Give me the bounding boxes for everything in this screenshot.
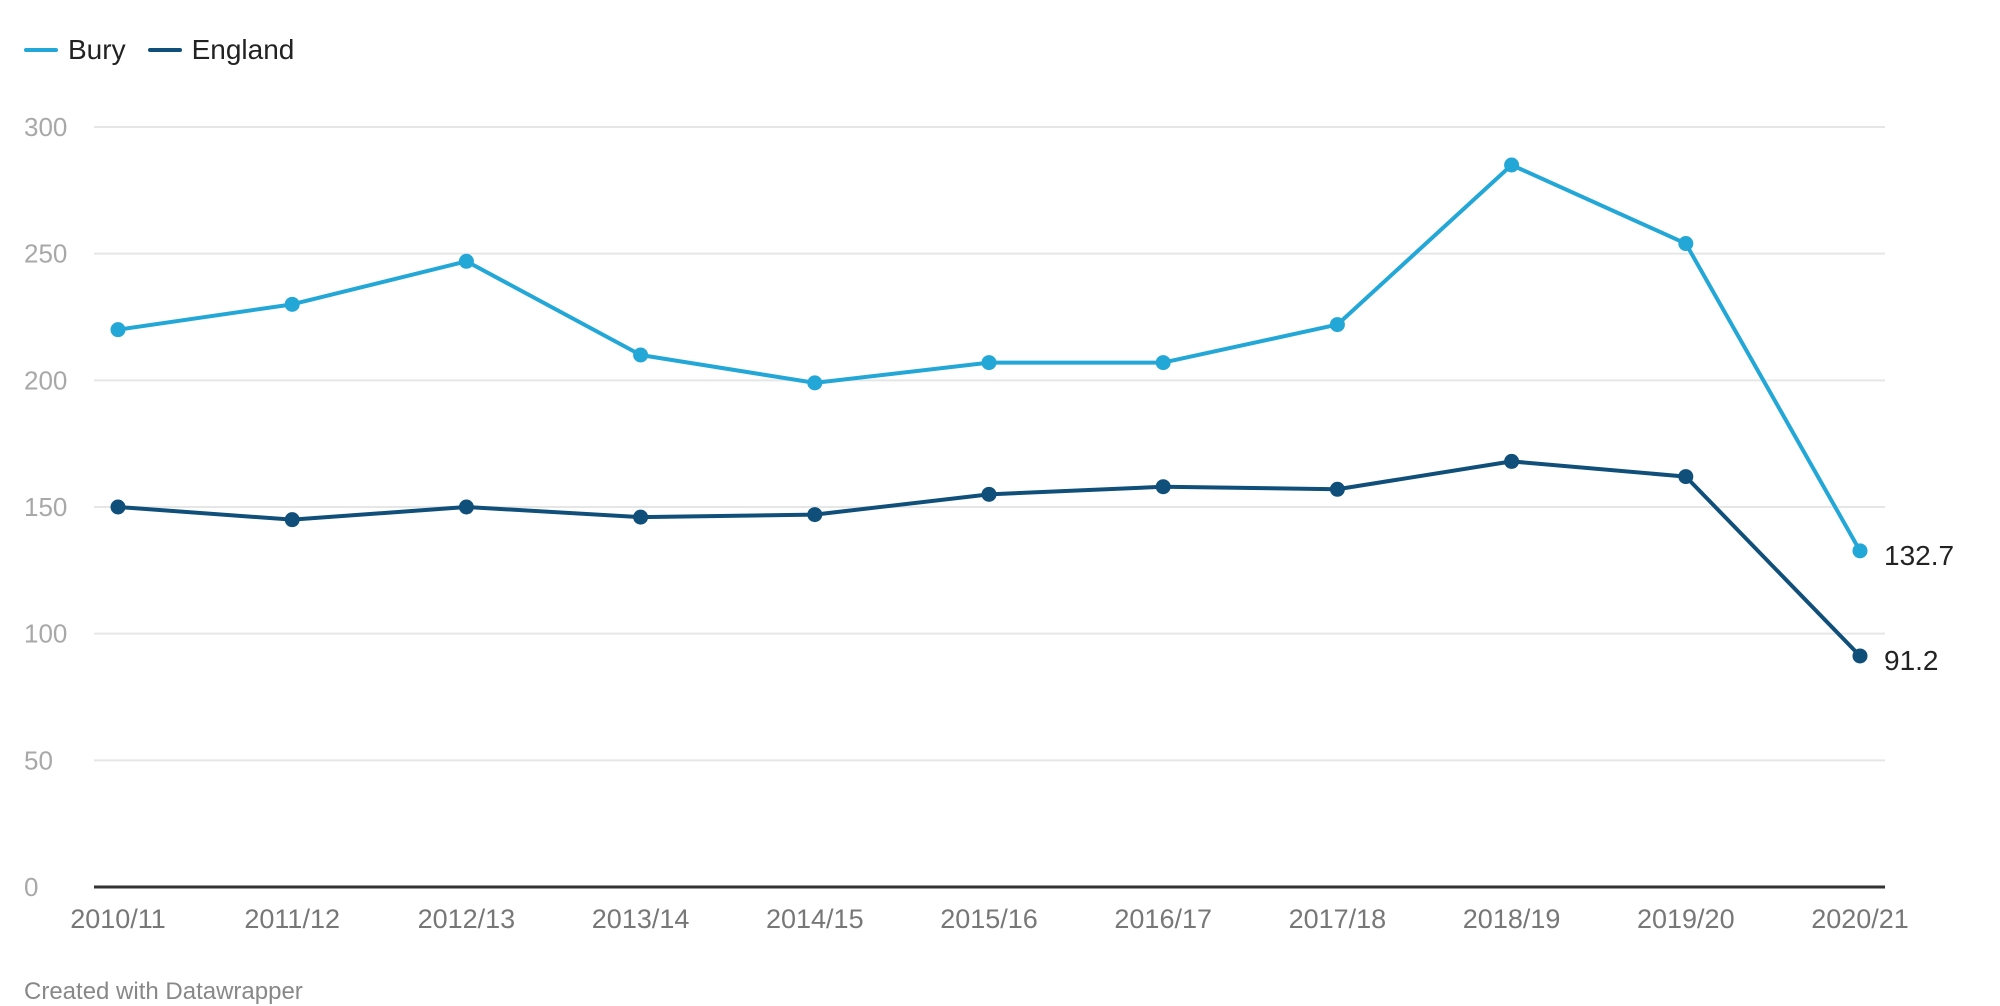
data-point-england bbox=[981, 486, 997, 502]
data-point-bury bbox=[1329, 317, 1345, 333]
legend-item-bury: Bury bbox=[24, 34, 126, 66]
data-point-bury bbox=[110, 322, 126, 338]
x-tick-label: 2017/18 bbox=[1289, 904, 1387, 934]
data-point-bury bbox=[1852, 543, 1868, 559]
end-value-label-england: 91.2 bbox=[1884, 645, 1939, 676]
data-point-bury bbox=[458, 253, 474, 269]
legend-label-england: England bbox=[191, 34, 295, 65]
y-tick-label: 100 bbox=[24, 619, 67, 649]
data-point-england bbox=[284, 512, 300, 528]
legend-label-bury: Bury bbox=[68, 34, 126, 65]
data-point-bury bbox=[1155, 355, 1171, 371]
footer-credit: Created with Datawrapper bbox=[24, 978, 303, 1005]
data-point-bury bbox=[633, 347, 649, 363]
legend-item-england: England bbox=[147, 34, 295, 66]
x-tick-label: 2016/17 bbox=[1114, 904, 1212, 934]
x-tick-label: 2019/20 bbox=[1637, 904, 1735, 934]
y-tick-label: 250 bbox=[24, 239, 67, 269]
y-tick-label: 0 bbox=[24, 872, 38, 902]
data-point-england bbox=[633, 509, 649, 525]
data-point-bury bbox=[1504, 157, 1520, 173]
y-tick-label: 50 bbox=[24, 745, 53, 775]
data-point-bury bbox=[1678, 236, 1694, 252]
x-tick-label: 2012/13 bbox=[418, 904, 516, 934]
legend-swatch-bury bbox=[24, 48, 58, 52]
x-tick-label: 2020/21 bbox=[1811, 904, 1909, 934]
end-value-label-bury: 132.7 bbox=[1884, 540, 1954, 571]
data-point-bury bbox=[807, 375, 823, 391]
data-point-england bbox=[458, 499, 474, 515]
data-point-england bbox=[1678, 469, 1694, 485]
y-tick-label: 150 bbox=[24, 492, 67, 522]
x-tick-label: 2014/15 bbox=[766, 904, 864, 934]
x-tick-label: 2018/19 bbox=[1463, 904, 1561, 934]
x-tick-label: 2010/11 bbox=[70, 904, 166, 934]
y-tick-label: 300 bbox=[24, 112, 67, 142]
data-point-england bbox=[1329, 481, 1345, 497]
x-tick-label: 2013/14 bbox=[592, 904, 690, 934]
data-point-bury bbox=[981, 355, 997, 371]
x-tick-label: 2011/12 bbox=[244, 904, 340, 934]
x-tick-label: 2015/16 bbox=[940, 904, 1038, 934]
legend-swatch-england bbox=[147, 48, 182, 52]
data-point-england bbox=[807, 507, 823, 523]
data-point-england bbox=[1155, 479, 1171, 495]
data-point-england bbox=[1504, 453, 1520, 469]
data-point-england bbox=[1852, 648, 1868, 664]
y-tick-label: 200 bbox=[24, 365, 67, 395]
data-point-bury bbox=[284, 296, 300, 312]
chart-legend: Bury England bbox=[24, 34, 294, 66]
data-point-england bbox=[110, 499, 126, 515]
